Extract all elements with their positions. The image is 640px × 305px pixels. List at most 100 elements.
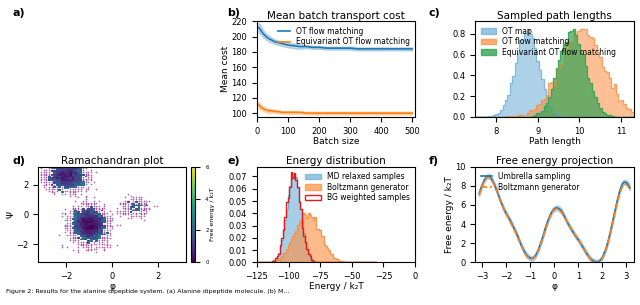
Point xyxy=(81,178,91,183)
Point xyxy=(120,198,131,203)
X-axis label: Batch size: Batch size xyxy=(313,137,359,146)
Point xyxy=(52,185,62,190)
Point xyxy=(104,231,115,236)
Point xyxy=(120,200,131,205)
Point xyxy=(102,221,112,225)
Point xyxy=(92,169,102,174)
OT flow matching xyxy=(339,46,346,50)
Point xyxy=(92,249,102,254)
Point xyxy=(123,212,133,217)
Point xyxy=(83,248,93,253)
Point xyxy=(104,219,115,224)
Point xyxy=(81,245,91,249)
Point xyxy=(141,207,152,212)
OT flow matching xyxy=(259,32,267,35)
Point xyxy=(81,181,91,186)
Point xyxy=(65,221,75,225)
Point xyxy=(88,195,99,200)
Equivariant OT flow matching xyxy=(278,110,285,114)
Point xyxy=(102,228,112,232)
Point xyxy=(120,209,131,213)
Point xyxy=(92,246,102,251)
Point xyxy=(81,241,91,246)
Point xyxy=(141,200,152,205)
Point xyxy=(60,207,70,212)
X-axis label: Path length: Path length xyxy=(529,137,580,146)
Point xyxy=(65,190,75,195)
Point xyxy=(65,210,75,215)
Point xyxy=(57,186,67,191)
Point xyxy=(62,214,72,219)
Point xyxy=(125,214,136,219)
Equivariant OT flow matching xyxy=(275,110,282,113)
Point xyxy=(76,236,86,241)
Point xyxy=(68,224,78,229)
Point xyxy=(47,171,57,176)
Point xyxy=(38,169,49,174)
OT flow matching xyxy=(271,40,279,44)
OT flow matching xyxy=(266,37,273,41)
Point xyxy=(76,188,86,193)
Point xyxy=(133,198,143,203)
Point xyxy=(65,209,75,213)
Point xyxy=(115,202,125,207)
Boltzmann generator xyxy=(626,188,634,192)
Point xyxy=(125,193,136,198)
Point xyxy=(73,205,83,210)
Point xyxy=(65,231,75,236)
Point xyxy=(120,203,131,208)
Point xyxy=(139,207,149,212)
Point xyxy=(65,226,75,231)
Y-axis label: Free energy / k₂T: Free energy / k₂T xyxy=(445,176,454,253)
Point xyxy=(86,248,96,253)
Point xyxy=(102,214,112,219)
Point xyxy=(83,171,93,176)
Point xyxy=(73,238,83,242)
Point xyxy=(68,190,78,195)
Point xyxy=(78,174,88,179)
Point xyxy=(139,203,149,208)
Point xyxy=(70,207,81,212)
Point xyxy=(70,186,81,191)
Equivariant OT flow matching xyxy=(284,110,292,114)
Point xyxy=(62,232,72,237)
Point xyxy=(141,205,152,210)
Point xyxy=(44,169,54,174)
Point xyxy=(86,202,96,207)
Point xyxy=(83,180,93,185)
Point xyxy=(81,197,91,202)
Point xyxy=(47,174,57,179)
Point xyxy=(60,192,70,196)
Point xyxy=(68,207,78,212)
Equivariant OT flow matching xyxy=(291,110,298,114)
Point xyxy=(104,224,115,229)
Point xyxy=(70,234,81,239)
Point xyxy=(41,183,51,188)
Point xyxy=(118,210,128,215)
Point xyxy=(81,173,91,178)
Point xyxy=(139,212,149,217)
Boltzmann generator xyxy=(557,210,564,213)
Point xyxy=(139,198,149,203)
Legend: MD relaxed samples, Boltzmann generator, BG weighted samples: MD relaxed samples, Boltzmann generator,… xyxy=(304,170,412,204)
Point xyxy=(68,215,78,220)
Point xyxy=(38,183,49,188)
OT flow matching xyxy=(408,47,416,51)
Point xyxy=(120,207,131,212)
OT flow matching xyxy=(255,26,262,29)
Point xyxy=(131,197,141,202)
OT flow matching xyxy=(331,46,339,50)
Text: b): b) xyxy=(227,8,240,18)
Point xyxy=(102,241,112,246)
Point xyxy=(112,210,122,215)
Point xyxy=(68,188,78,193)
Point xyxy=(73,209,83,213)
Point xyxy=(76,185,86,190)
Point xyxy=(68,209,78,213)
Point xyxy=(68,236,78,241)
Point xyxy=(68,229,78,234)
Umbrella sampling xyxy=(623,181,630,185)
Point xyxy=(60,188,70,193)
Point xyxy=(73,207,83,212)
OT flow matching xyxy=(385,47,392,51)
